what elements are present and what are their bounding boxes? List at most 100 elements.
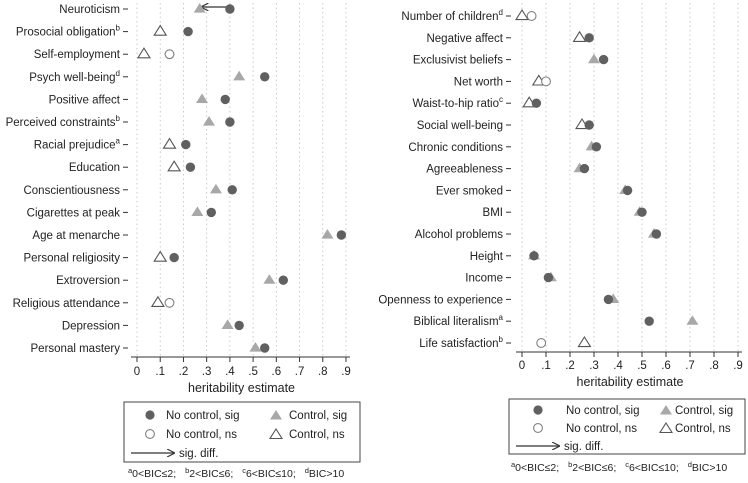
legend-label-control-ns: Control, ns	[289, 429, 345, 441]
legend-marker-control-sig	[660, 405, 672, 415]
no-control-ns-point	[164, 49, 175, 60]
legend-label-no-control-ns: No control, ns	[566, 423, 637, 435]
no-control-sig-point	[169, 252, 179, 263]
category-label: Age at menarche	[32, 230, 120, 242]
no-control-sig-point	[584, 120, 594, 130]
category-label: Alcohol problems	[415, 229, 503, 241]
category-label: Income	[465, 273, 503, 285]
x-tick-label: .7	[295, 366, 305, 378]
control-sig-point	[221, 319, 234, 329]
control-ns-point	[515, 8, 529, 21]
no-control-sig-point	[181, 139, 191, 150]
control-ns-point	[577, 335, 592, 348]
no-control-ns-point	[541, 76, 551, 87]
category-label: Conscientiousness	[23, 185, 120, 197]
control-ns-point	[136, 47, 151, 59]
legend-label-no-control-sig: No control, sig	[166, 410, 240, 422]
legend-marker-no-control-sig	[533, 405, 543, 415]
no-control-sig-point	[183, 26, 193, 37]
x-tick-label: .9	[341, 366, 351, 378]
no-control-sig-point	[529, 251, 539, 261]
category-label: Education	[69, 162, 120, 174]
category-label: Self-employment	[34, 49, 121, 61]
footnote-d-left: BIC>10	[309, 468, 344, 480]
legend-marker-no-control-ns	[533, 423, 543, 433]
x-tick-label: .3	[202, 366, 212, 378]
x-tick-label: 0	[519, 360, 525, 372]
left-panel: 0 .1 .2 .3 .4 .5 .6 .7 .8 .9 heritability estimate…	[6, 3, 351, 395]
no-control-sig-point	[185, 162, 196, 172]
legend-label-sig-diff: sig. diff.	[564, 441, 603, 453]
category-label: Net worth	[454, 76, 503, 88]
category-label: Openness to experience	[378, 294, 503, 306]
control-ns-point	[153, 250, 168, 262]
footnote-c-left: 6<BIC≤10;	[246, 468, 296, 480]
category-label: Biblical literalisma	[414, 313, 504, 328]
x-tick-label: .2	[565, 360, 575, 372]
x-tick-label: .5	[637, 360, 647, 372]
legend-right: No control, sig Control, sig No control,…	[508, 398, 746, 455]
category-label: Cigarettes at peak	[27, 207, 121, 219]
control-ns-point	[162, 137, 177, 149]
control-sig-point	[191, 206, 204, 216]
category-label: Height	[470, 251, 504, 263]
footnote-d-right: BIC>10	[692, 462, 727, 474]
control-ns-point	[153, 24, 168, 36]
no-control-sig-point	[603, 294, 614, 305]
x-tick-label: .3	[589, 360, 599, 372]
no-control-sig-point	[206, 207, 217, 218]
legend-label-control-sig: Control, sig	[675, 405, 733, 417]
x-tick-label: .8	[709, 360, 719, 372]
no-control-sig-point	[336, 230, 347, 240]
control-sig-point	[233, 70, 246, 81]
category-label: Agreeableness	[426, 164, 503, 176]
category-label: Life satisfactionb	[419, 335, 503, 350]
category-label: Personal religiosity	[23, 253, 120, 265]
control-sig-point	[209, 183, 222, 194]
category-label: Perceived constraintsb	[6, 114, 121, 129]
no-control-ns-point	[164, 297, 175, 308]
control-ns-point	[572, 30, 587, 42]
no-control-ns-point	[536, 338, 547, 348]
control-sig-point	[321, 229, 334, 239]
legend-marker-control-ns	[659, 421, 673, 434]
category-label: Number of childrend	[401, 8, 503, 23]
no-control-sig-point	[543, 272, 554, 283]
category-label: BMI	[483, 207, 503, 219]
x-tick-label: .7	[685, 360, 695, 372]
category-label: Positive affect	[49, 94, 121, 106]
legend-box	[123, 401, 361, 463]
legend-marker-control-sig	[270, 410, 282, 420]
x-tick-label: .4	[225, 366, 235, 378]
no-control-sig-point	[651, 229, 662, 239]
x-axis-title: heritability estimate	[188, 381, 295, 395]
legend-marker-control-ns	[269, 427, 283, 440]
no-control-ns-point	[526, 11, 537, 21]
category-label: Waist-to-hip ratioc	[413, 95, 504, 110]
control-sig-point	[588, 53, 600, 64]
x-tick-label: .2	[179, 366, 189, 378]
no-control-sig-point	[225, 117, 235, 127]
footnote-c-right: 6<BIC≤10;	[629, 462, 679, 474]
category-label: Racial prejudicea	[34, 137, 121, 152]
category-label: Negative affect	[426, 33, 503, 45]
right-panel: 0 .1 .2 .3 .4 .5 .6 .7 .8 .9 heritability estimate…	[378, 3, 743, 389]
category-label: Personal mastery	[31, 343, 121, 355]
control-ns-point	[150, 295, 165, 307]
no-control-sig-point	[531, 98, 542, 108]
legend-label-control-ns: Control, ns	[675, 423, 731, 435]
x-tick-label: .4	[613, 360, 623, 372]
category-label: Social well-being	[417, 120, 503, 132]
no-control-sig-point	[584, 33, 594, 43]
legend-left: No control, sig Control, sig No control,…	[123, 401, 361, 463]
footnote-a-left: 0<BIC≤2;	[132, 468, 176, 480]
no-control-sig-point	[598, 54, 609, 65]
category-label: Extroversion	[56, 275, 120, 287]
legend-label-control-sig: Control, sig	[289, 410, 347, 422]
legend-marker-no-control-ns	[145, 429, 155, 439]
x-tick-label: .9	[733, 360, 743, 372]
category-label: Depression	[62, 320, 120, 332]
control-sig-point	[193, 3, 206, 13]
legend-marker-no-control-sig	[145, 410, 155, 420]
